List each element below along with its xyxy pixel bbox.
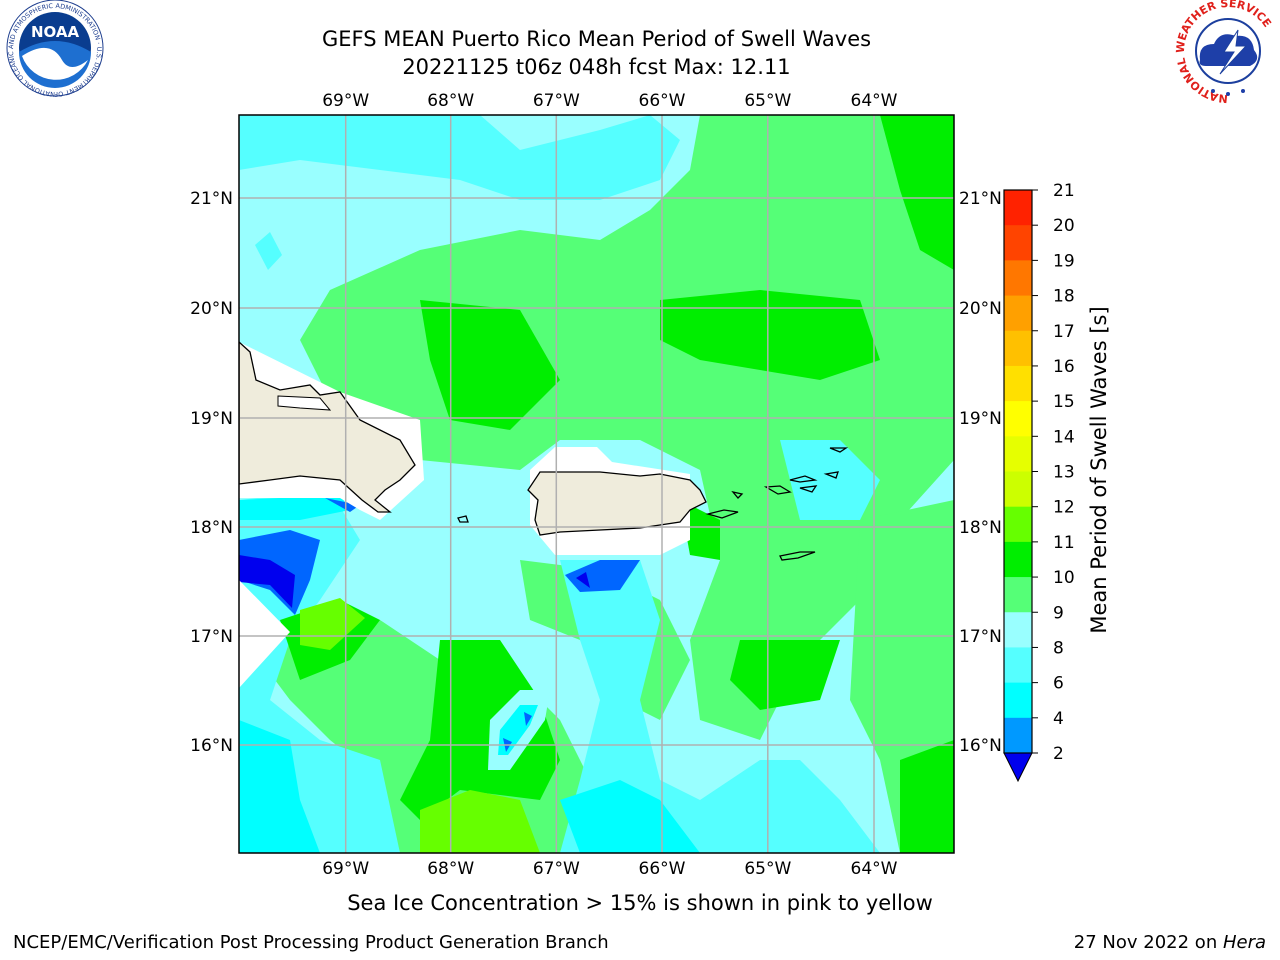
map-frame <box>238 114 955 854</box>
lon-labels-bottom: 69°W 68°W 67°W 66°W 65°W 64°W <box>322 859 897 879</box>
lon-label: 66°W <box>639 859 686 879</box>
colorbar-tick-label: 14 <box>1053 427 1075 447</box>
nws-star-icons <box>1211 89 1245 96</box>
colorbar-band <box>1004 506 1032 543</box>
colorbar-band <box>1004 436 1032 472</box>
colorbar-tick-label: 18 <box>1053 287 1075 307</box>
lat-label: 18°N <box>959 518 1002 538</box>
colorbar: 21 20 19 18 17 16 15 14 13 12 11 10 9 8 6 4 2 <box>1003 181 1075 783</box>
colorbar-band <box>1004 682 1032 719</box>
chart-subtitle: 20221125 t06z 048h fcst Max: 12.11 <box>402 55 791 79</box>
lat-label: 16°N <box>959 736 1002 756</box>
lon-label: 65°W <box>744 859 791 879</box>
colorbar-tick-label: 11 <box>1053 533 1075 553</box>
lat-label: 19°N <box>190 409 233 429</box>
lon-label: 65°W <box>744 91 791 111</box>
small-islands <box>457 447 849 561</box>
lon-labels-top: 69°W 68°W 67°W 66°W 65°W 64°W <box>322 91 897 111</box>
colorbar-band <box>1004 190 1032 226</box>
colorbar-tick-label: 15 <box>1053 392 1075 412</box>
colorbar-band <box>1004 577 1032 613</box>
colorbar-tick-label: 8 <box>1053 638 1064 658</box>
colorbar-label: Mean Period of Swell Waves [s] <box>1087 306 1111 633</box>
colorbar-tick-label: 13 <box>1053 463 1075 483</box>
lat-label: 21°N <box>959 189 1002 209</box>
lat-label: 20°N <box>190 299 233 319</box>
lat-labels-left: 21°N 20°N 19°N 18°N 17°N 16°N <box>190 189 233 756</box>
lat-label: 20°N <box>959 299 1002 319</box>
footer-host: Hera <box>1222 932 1266 953</box>
colorbar-band <box>1004 647 1032 684</box>
lat-label: 21°N <box>190 189 233 209</box>
lat-label: 19°N <box>959 409 1002 429</box>
chart-title: GEFS MEAN Puerto Rico Mean Period of Swe… <box>321 27 872 51</box>
colorbar-band <box>1004 612 1032 648</box>
lon-label: 69°W <box>322 859 369 879</box>
lon-label: 68°W <box>427 91 474 111</box>
lon-label: 66°W <box>639 91 686 111</box>
colorbar-band <box>1004 330 1032 367</box>
lon-label: 69°W <box>322 91 369 111</box>
colorbar-tick-label: 21 <box>1053 181 1075 201</box>
lat-label: 18°N <box>190 518 233 538</box>
lat-labels-right: 21°N 20°N 19°N 18°N 17°N 16°N <box>959 189 1002 756</box>
colorbar-tick-label: 10 <box>1053 568 1075 588</box>
hispaniola-land <box>239 341 416 513</box>
lon-label: 64°W <box>851 91 898 111</box>
footer-date-text: 27 Nov 2022 on <box>1073 932 1223 953</box>
lat-label: 17°N <box>959 627 1002 647</box>
noaa-logo-text: NOAA <box>31 23 80 41</box>
colorbar-band <box>1004 365 1032 402</box>
colorbar-tick-label: 6 <box>1053 674 1064 694</box>
colorbar-tick-label: 9 <box>1053 603 1064 623</box>
colorbar-band <box>1004 225 1032 261</box>
footer-date: 27 Nov 2022 on Hera <box>1074 932 1266 953</box>
colorbar-tick-label: 19 <box>1053 251 1075 271</box>
noaa-logo: NATIONAL OCEANIC AND ATMOSPHERIC ADMINIS… <box>0 0 104 98</box>
footer-credit: NCEP/EMC/Verification Post Processing Pr… <box>13 932 609 953</box>
colorbar-band <box>1004 260 1032 297</box>
colorbar-tick-label: 16 <box>1053 357 1075 377</box>
map-gridlines <box>239 115 954 853</box>
lon-label: 67°W <box>533 91 580 111</box>
sea-ice-caption: Sea Ice Concentration > 15% is shown in … <box>347 891 933 915</box>
colorbar-band <box>1004 541 1032 578</box>
colorbar-tick-label: 17 <box>1053 322 1075 342</box>
colorbar-tick-label: 4 <box>1053 709 1064 729</box>
colorbar-under-arrow <box>1003 752 1033 783</box>
colorbar-tick-label: 12 <box>1053 498 1075 518</box>
colorbar-band <box>1004 401 1032 437</box>
colorbar-band <box>1004 295 1032 332</box>
colorbar-band <box>1004 471 1032 508</box>
colorbar-tick-label: 20 <box>1053 216 1075 236</box>
lon-label: 67°W <box>533 859 580 879</box>
lat-label: 16°N <box>190 736 233 756</box>
colorbar-tick-label: 2 <box>1053 744 1064 764</box>
lon-label: 68°W <box>427 859 474 879</box>
lon-label: 64°W <box>851 859 898 879</box>
lat-label: 17°N <box>190 627 233 647</box>
nws-logo: NATIONAL WEATHER SERVICE <box>1174 0 1278 105</box>
colorbar-band <box>1004 717 1032 754</box>
